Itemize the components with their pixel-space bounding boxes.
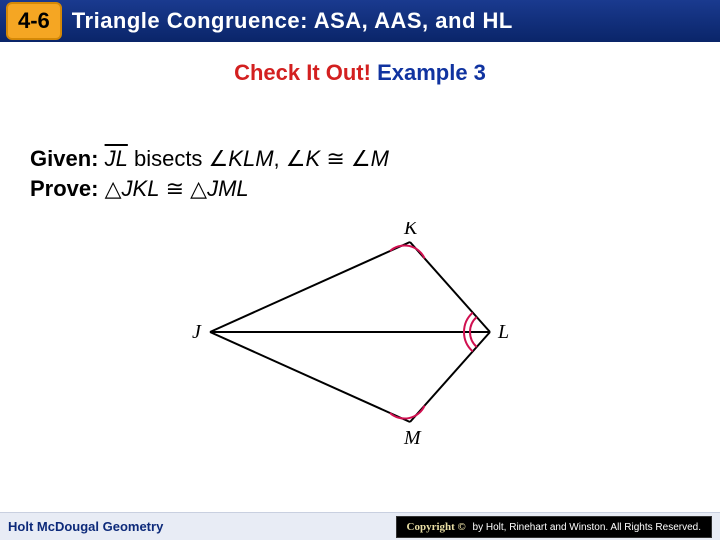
- tri-symbol-1: △: [105, 176, 122, 201]
- textbook-name: Holt McDougal Geometry: [8, 519, 163, 534]
- example-number: Example 3: [371, 60, 486, 85]
- lesson-title: Triangle Congruence: ASA, AAS, and HL: [72, 8, 513, 34]
- diagram-container: K J L M: [0, 222, 720, 457]
- cong-symbol-1: ≅: [326, 146, 344, 171]
- prove-tri-jml: JML: [207, 176, 249, 201]
- given-line: Given: JL bisects ∠KLM, ∠K ≅ ∠M: [30, 146, 690, 172]
- comma: ,: [274, 146, 286, 171]
- angle-symbol-3: ∠: [351, 146, 371, 171]
- prove-line: Prove: △JKL ≅ △JML: [30, 176, 690, 202]
- triangle-diagram: K J L M: [190, 222, 530, 452]
- copyright-text: by Holt, Rinehart and Winston. All Right…: [470, 522, 701, 533]
- svg-text:M: M: [403, 427, 422, 449]
- prove-tri-jkl: JKL: [122, 176, 160, 201]
- copyright-prefix: Copyright ©: [407, 521, 466, 533]
- given-angle-m: M: [371, 146, 389, 171]
- slide-footer: Holt McDougal Geometry Copyright © by Ho…: [0, 512, 720, 540]
- given-label: Given:: [30, 146, 98, 171]
- svg-text:J: J: [192, 321, 202, 343]
- example-subheader: Check It Out! Example 3: [0, 60, 720, 86]
- problem-content: Given: JL bisects ∠KLM, ∠K ≅ ∠M Prove: △…: [0, 86, 720, 202]
- given-bisects: bisects: [128, 146, 209, 171]
- cong-symbol-2: ≅: [166, 176, 184, 201]
- given-segment: JL: [105, 146, 128, 171]
- given-angle-klm: KLM: [228, 146, 273, 171]
- lesson-badge: 4-6: [6, 2, 62, 40]
- svg-text:L: L: [497, 321, 509, 343]
- svg-text:K: K: [403, 222, 419, 239]
- angle-symbol-2: ∠: [286, 146, 306, 171]
- tri-symbol-2: △: [190, 176, 207, 201]
- copyright-badge: Copyright © by Holt, Rinehart and Winsto…: [396, 516, 712, 538]
- lesson-header: 4-6 Triangle Congruence: ASA, AAS, and H…: [0, 0, 720, 42]
- angle-symbol-1: ∠: [209, 146, 229, 171]
- check-it-out-label: Check It Out!: [234, 60, 371, 85]
- given-angle-k: K: [306, 146, 321, 171]
- prove-label: Prove:: [30, 176, 98, 201]
